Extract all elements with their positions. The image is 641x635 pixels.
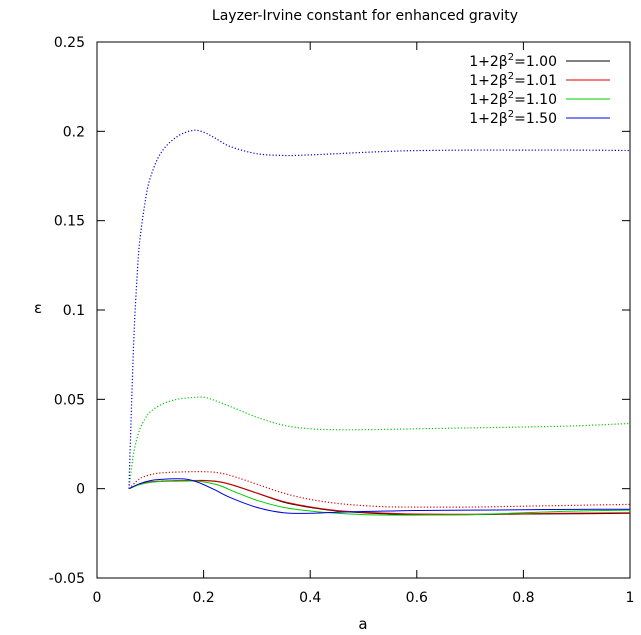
series-layer: [128, 129, 631, 516]
x-tick-label: 0.8: [512, 590, 534, 606]
series-line-2: [128, 480, 631, 516]
series-line-dotted-6: [128, 129, 631, 489]
x-axis: 0 0.2 0.4 0.6 0.8 1: [93, 42, 635, 606]
y-tick-label: 0.15: [54, 214, 85, 230]
x-tick-label: 0.4: [299, 590, 321, 606]
series-line-dotted-5: [128, 396, 631, 489]
y-tick-label: 0.1: [63, 303, 85, 319]
x-tick-label: 1: [626, 590, 635, 606]
legend-label: 1+2β2=1.00: [469, 52, 557, 70]
y-tick-label: 0.25: [54, 35, 85, 51]
y-tick-label: 0.05: [54, 392, 85, 408]
x-tick-label: 0.6: [406, 590, 428, 606]
y-axis: -0.05 0 0.05 0.1 0.15 0.2 0.25: [49, 35, 630, 587]
y-axis-label: ε: [34, 299, 42, 317]
legend-label: 1+2β2=1.01: [469, 71, 557, 89]
x-tick-label: 0: [93, 590, 102, 606]
chart-title: Layzer-Irvine constant for enhanced grav…: [212, 8, 518, 24]
y-tick-label: 0: [76, 482, 85, 498]
legend-label: 1+2β2=1.50: [469, 109, 557, 127]
y-tick-label: 0.2: [63, 124, 85, 140]
y-tick-label: -0.05: [49, 571, 85, 587]
legend-label: 1+2β2=1.10: [469, 90, 557, 108]
x-tick-label: 0.2: [192, 590, 214, 606]
legend: 1+2β2=1.001+2β2=1.011+2β2=1.101+2β2=1.50: [469, 52, 610, 127]
series-line-dotted-4: [128, 471, 631, 508]
series-line-3: [128, 478, 631, 514]
x-axis-label: a: [358, 615, 367, 633]
